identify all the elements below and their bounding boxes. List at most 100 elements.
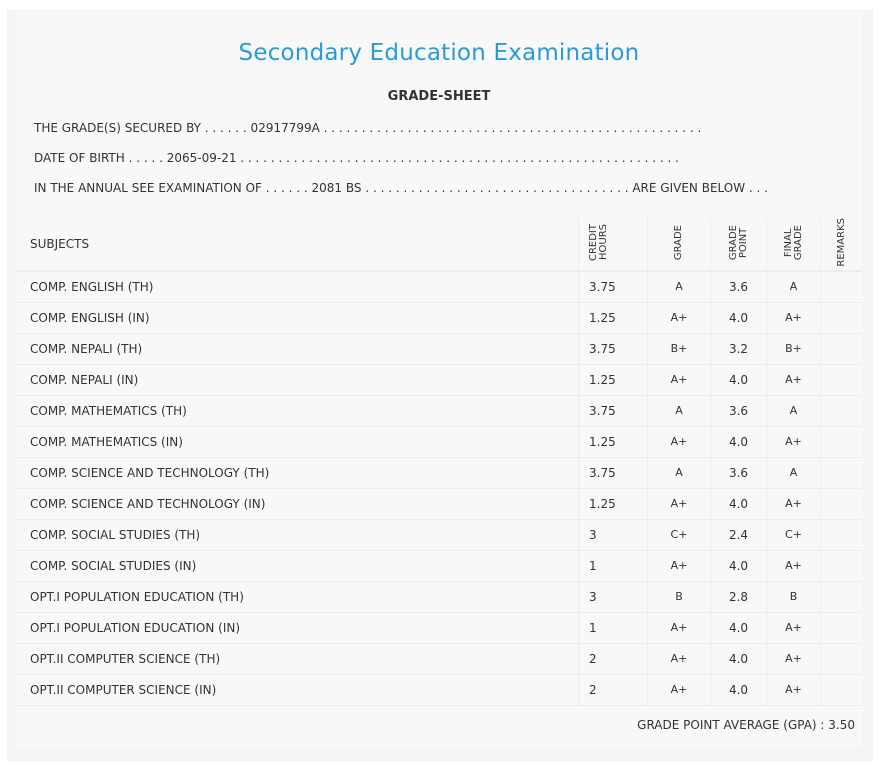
header-subjects: SUBJECTS [15, 218, 579, 272]
final-grade-cell: A [766, 270, 821, 303]
table-row: COMP. SCIENCE AND TECHNOLOGY (TH) 3.75 A 3.… [15, 457, 862, 489]
header-remarks: REMARKS [820, 218, 862, 272]
remarks-cell [820, 643, 862, 675]
final-grade-cell: A [766, 457, 821, 489]
table-row: OPT.I POPULATION EDUCATION (TH) 3 B 2.8 B [15, 581, 862, 613]
remarks-cell [820, 333, 862, 365]
grade-point-cell: 2.4 [710, 519, 767, 551]
grade-cell: C+ [647, 519, 711, 551]
grade-cell: A [647, 457, 711, 489]
table-row: OPT.II COMPUTER SCIENCE (TH) 2 A+ 4.0 A+ [15, 643, 862, 675]
subject-cell: COMP. ENGLISH (TH) [15, 270, 579, 303]
final-grade-cell: B+ [766, 333, 821, 365]
remarks-cell [820, 395, 862, 427]
credit-hours-cell: 1.25 [578, 426, 648, 458]
table-row: OPT.II COMPUTER SCIENCE (IN) 2 A+ 4.0 A+ [15, 674, 862, 706]
final-grade-cell: A [766, 395, 821, 427]
grade-sheet-heading: GRADE-SHEET [387, 89, 491, 104]
grade-point-cell: 3.6 [710, 395, 767, 427]
credit-hours-cell: 1.25 [578, 302, 648, 334]
table-row: COMP. SCIENCE AND TECHNOLOGY (IN) 1.25 A+ 4… [15, 488, 862, 520]
final-grade-cell: A+ [766, 364, 821, 396]
subject-cell: OPT.II COMPUTER SCIENCE (IN) [15, 674, 579, 706]
grade-cell: A+ [647, 488, 711, 520]
remarks-cell [820, 519, 862, 551]
grade-cell: A+ [647, 612, 711, 644]
subject-cell: COMP. ENGLISH (IN) [15, 302, 579, 334]
subject-cell: COMP. SCIENCE AND TECHNOLOGY (TH) [15, 457, 579, 489]
grade-point-cell: 2.8 [710, 581, 767, 613]
final-grade-cell: A+ [766, 612, 821, 644]
gpa-summary: GRADE POINT AVERAGE (GPA) : 3.50 [637, 718, 855, 732]
credit-hours-cell: 1.25 [578, 488, 648, 520]
grade-cell: A [647, 395, 711, 427]
credit-hours-cell: 3.75 [578, 395, 648, 427]
subject-cell: COMP. SCIENCE AND TECHNOLOGY (IN) [15, 488, 579, 520]
remarks-cell [820, 302, 862, 334]
final-grade-cell: B [766, 581, 821, 613]
header-grade-point: GRADE POINT [710, 218, 767, 272]
grade-cell: A+ [647, 550, 711, 582]
remarks-cell [820, 488, 862, 520]
credit-hours-cell: 3.75 [578, 270, 648, 303]
remarks-cell [820, 581, 862, 613]
table-row: COMP. MATHEMATICS (IN) 1.25 A+ 4.0 A+ [15, 426, 862, 458]
remarks-cell [820, 426, 862, 458]
header-final-grade: FINAL GRADE [766, 218, 821, 272]
final-grade-cell: A+ [766, 643, 821, 675]
remarks-cell [820, 457, 862, 489]
subject-cell: COMP. MATHEMATICS (IN) [15, 426, 579, 458]
examination-line: IN THE ANNUAL SEE EXAMINATION OF . . . .… [34, 181, 768, 195]
table-row: COMP. NEPALI (IN) 1.25 A+ 4.0 A+ [15, 364, 862, 396]
table-row: COMP. NEPALI (TH) 3.75 B+ 3.2 B+ [15, 333, 862, 365]
credit-hours-cell: 3 [578, 581, 648, 613]
grade-point-cell: 4.0 [710, 364, 767, 396]
subject-cell: COMP. SOCIAL STUDIES (IN) [15, 550, 579, 582]
subject-cell: OPT.II COMPUTER SCIENCE (TH) [15, 643, 579, 675]
final-grade-cell: A+ [766, 550, 821, 582]
grade-cell: A+ [647, 426, 711, 458]
subject-cell: OPT.I POPULATION EDUCATION (IN) [15, 612, 579, 644]
subject-cell: COMP. SOCIAL STUDIES (TH) [15, 519, 579, 551]
grades-table: SUBJECTS CREDIT HOURS GRADE GRADE POINT … [15, 218, 862, 706]
grade-point-cell: 4.0 [710, 550, 767, 582]
grade-cell: B [647, 581, 711, 613]
grade-point-cell: 4.0 [710, 426, 767, 458]
credit-hours-cell: 3 [578, 519, 648, 551]
credit-hours-cell: 1 [578, 550, 648, 582]
grade-cell: A+ [647, 643, 711, 675]
credit-hours-cell: 2 [578, 643, 648, 675]
grade-cell: A+ [647, 674, 711, 706]
page-title: Secondary Education Examination [238, 40, 640, 66]
table-row: OPT.I POPULATION EDUCATION (IN) 1 A+ 4.0 A+ [15, 612, 862, 644]
final-grade-cell: C+ [766, 519, 821, 551]
final-grade-cell: A+ [766, 674, 821, 706]
grade-point-cell: 4.0 [710, 302, 767, 334]
table-row: COMP. ENGLISH (TH) 3.75 A 3.6 A [15, 270, 862, 303]
subject-cell: COMP. MATHEMATICS (TH) [15, 395, 579, 427]
table-header-row: SUBJECTS CREDIT HOURS GRADE GRADE POINT … [15, 218, 862, 272]
remarks-cell [820, 550, 862, 582]
credit-hours-cell: 3.75 [578, 333, 648, 365]
grade-cell: A+ [647, 364, 711, 396]
grade-point-cell: 3.6 [710, 457, 767, 489]
final-grade-cell: A+ [766, 488, 821, 520]
subject-cell: OPT.I POPULATION EDUCATION (TH) [15, 581, 579, 613]
table-row: COMP. ENGLISH (IN) 1.25 A+ 4.0 A+ [15, 302, 862, 334]
date-of-birth-line: DATE OF BIRTH . . . . . 2065-09-21 . . .… [34, 151, 679, 165]
grade-cell: A [647, 270, 711, 303]
subject-cell: COMP. NEPALI (TH) [15, 333, 579, 365]
grade-cell: B+ [647, 333, 711, 365]
header-grade: GRADE [647, 218, 711, 272]
grade-point-cell: 3.2 [710, 333, 767, 365]
grade-point-cell: 3.6 [710, 270, 767, 303]
final-grade-cell: A+ [766, 426, 821, 458]
credit-hours-cell: 1.25 [578, 364, 648, 396]
table-row: COMP. MATHEMATICS (TH) 3.75 A 3.6 A [15, 395, 862, 427]
credit-hours-cell: 3.75 [578, 457, 648, 489]
remarks-cell [820, 270, 862, 303]
credit-hours-cell: 1 [578, 612, 648, 644]
subject-cell: COMP. NEPALI (IN) [15, 364, 579, 396]
grade-point-cell: 4.0 [710, 643, 767, 675]
final-grade-cell: A+ [766, 302, 821, 334]
